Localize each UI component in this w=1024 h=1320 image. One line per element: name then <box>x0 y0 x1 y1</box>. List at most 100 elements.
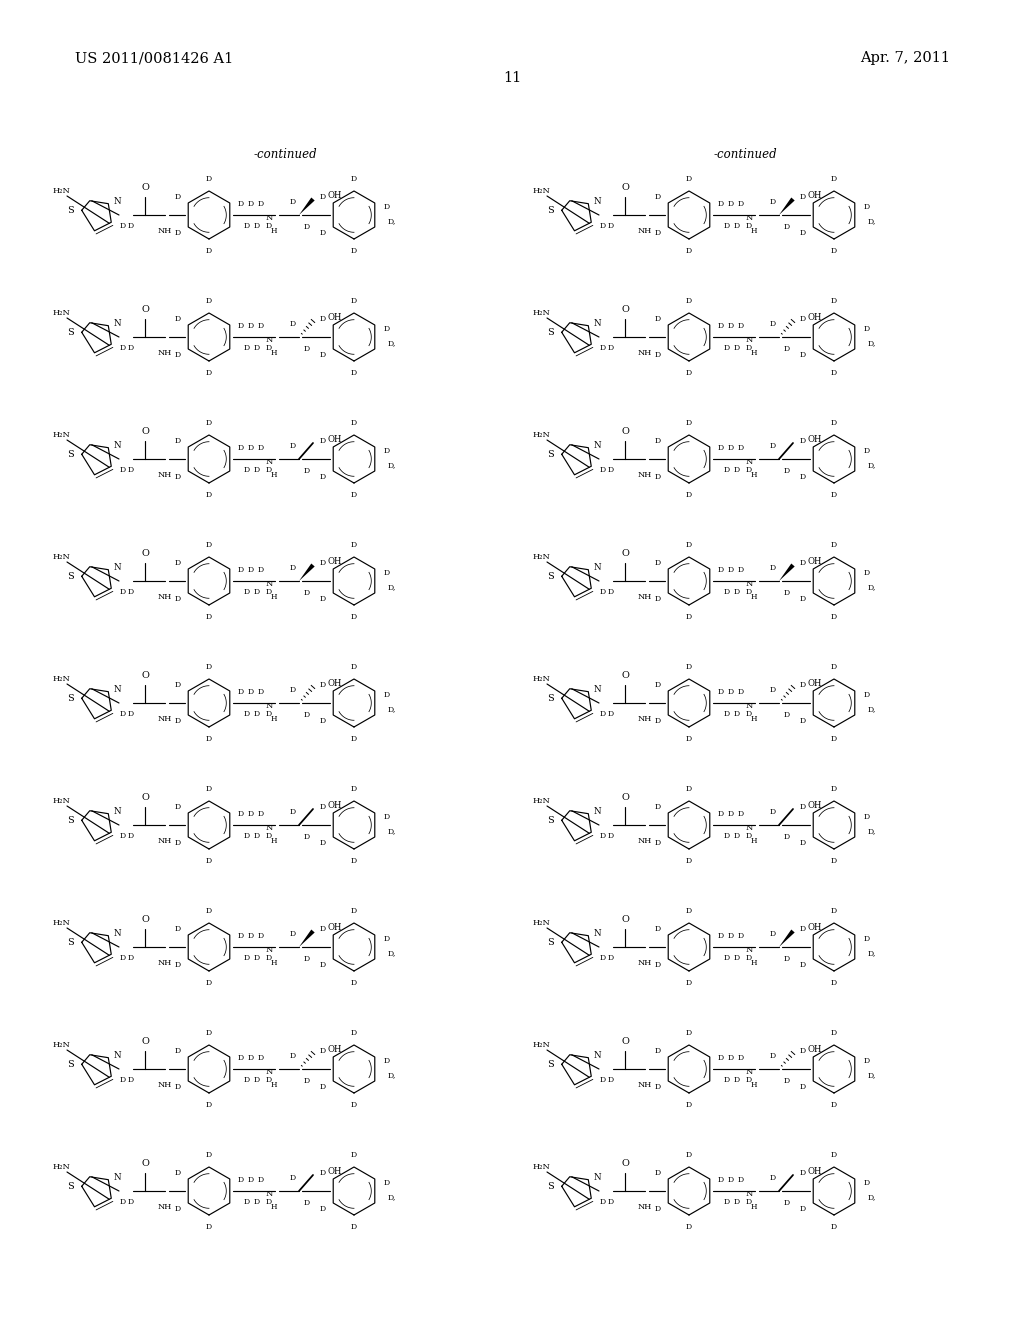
Text: D: D <box>724 222 730 230</box>
Text: D: D <box>770 319 776 327</box>
Text: D: D <box>206 491 212 499</box>
Text: D: D <box>351 541 357 549</box>
Text: D: D <box>654 228 660 238</box>
Text: D: D <box>734 466 740 474</box>
Text: D: D <box>351 1101 357 1109</box>
Text: D: D <box>304 467 310 475</box>
Text: D: D <box>266 466 272 474</box>
Text: -continued: -continued <box>713 149 777 161</box>
Text: D: D <box>175 437 181 445</box>
Text: D: D <box>686 979 692 987</box>
Polygon shape <box>779 198 795 215</box>
Text: D: D <box>800 1170 806 1177</box>
Text: S: S <box>547 1060 554 1069</box>
Text: D: D <box>290 686 296 694</box>
Text: D: D <box>863 325 869 333</box>
Text: D: D <box>800 558 806 568</box>
Text: N: N <box>593 1173 601 1183</box>
Text: D: D <box>724 466 730 474</box>
Text: D: D <box>248 810 254 818</box>
Text: D: D <box>800 803 806 810</box>
Text: -continued: -continued <box>253 149 316 161</box>
Text: D: D <box>128 587 134 597</box>
Text: D: D <box>830 1151 837 1159</box>
Text: D: D <box>351 491 357 499</box>
Text: D: D <box>351 612 357 620</box>
Text: D: D <box>206 1151 212 1159</box>
Text: S: S <box>67 450 74 459</box>
Text: O: O <box>622 183 629 191</box>
Text: D,: D, <box>868 339 877 347</box>
Text: D: D <box>384 203 390 211</box>
Text: OH: OH <box>807 678 821 688</box>
Text: D,: D, <box>388 705 396 713</box>
Text: D: D <box>608 466 614 474</box>
Text: D: D <box>319 717 326 725</box>
Text: H₂N: H₂N <box>534 309 551 317</box>
Text: D: D <box>608 1076 614 1084</box>
Text: D: D <box>800 1205 806 1213</box>
Text: D: D <box>120 1076 126 1084</box>
Text: D: D <box>290 808 296 816</box>
Text: D: D <box>175 1047 181 1055</box>
Text: D: D <box>319 681 326 689</box>
Text: D: D <box>745 710 752 718</box>
Text: D: D <box>728 932 734 940</box>
Text: D: D <box>686 1030 692 1038</box>
Text: NH: NH <box>638 715 652 723</box>
Text: N: N <box>745 214 753 222</box>
Text: N: N <box>593 685 601 694</box>
Text: D: D <box>351 1151 357 1159</box>
Text: H: H <box>270 1081 278 1089</box>
Text: D: D <box>248 1053 254 1063</box>
Text: N: N <box>265 337 272 345</box>
Text: D,: D, <box>868 583 877 591</box>
Text: D: D <box>351 735 357 743</box>
Text: D: D <box>175 558 181 568</box>
Text: H: H <box>270 348 278 356</box>
Text: D,: D, <box>388 828 396 836</box>
Text: D: D <box>686 612 692 620</box>
Text: OH: OH <box>327 1044 341 1053</box>
Text: D: D <box>863 813 869 821</box>
Polygon shape <box>299 929 314 946</box>
Text: N: N <box>114 1173 121 1183</box>
Text: D: D <box>206 176 212 183</box>
Text: O: O <box>622 793 629 803</box>
Text: D: D <box>266 1199 272 1206</box>
Text: D: D <box>244 466 250 474</box>
Text: D: D <box>800 193 806 201</box>
Text: D: D <box>258 566 264 574</box>
Text: D: D <box>254 1076 260 1084</box>
Text: OH: OH <box>327 313 341 322</box>
Text: H₂N: H₂N <box>534 675 551 682</box>
Text: H₂N: H₂N <box>534 797 551 805</box>
Text: D: D <box>724 587 730 597</box>
Text: D: D <box>319 228 326 238</box>
Text: D: D <box>738 444 744 451</box>
Text: OH: OH <box>327 190 341 199</box>
Text: D: D <box>351 176 357 183</box>
Text: D: D <box>304 345 310 352</box>
Text: D: D <box>728 201 734 209</box>
Text: O: O <box>141 1038 148 1045</box>
Text: D: D <box>244 832 250 840</box>
Text: D: D <box>728 1176 734 1184</box>
Text: D: D <box>175 1082 181 1092</box>
Text: D: D <box>175 595 181 603</box>
Text: D: D <box>254 345 260 352</box>
Text: D: D <box>128 222 134 230</box>
Text: D: D <box>863 690 869 700</box>
Text: D: D <box>248 688 254 696</box>
Text: D: D <box>770 564 776 572</box>
Text: D: D <box>718 444 724 451</box>
Text: H₂N: H₂N <box>534 187 551 195</box>
Text: D: D <box>738 688 744 696</box>
Text: D: D <box>206 1030 212 1038</box>
Text: D: D <box>258 810 264 818</box>
Text: O: O <box>622 1159 629 1168</box>
Text: O: O <box>141 793 148 803</box>
Text: OH: OH <box>327 557 341 565</box>
Text: OH: OH <box>327 678 341 688</box>
Text: N: N <box>745 946 753 954</box>
